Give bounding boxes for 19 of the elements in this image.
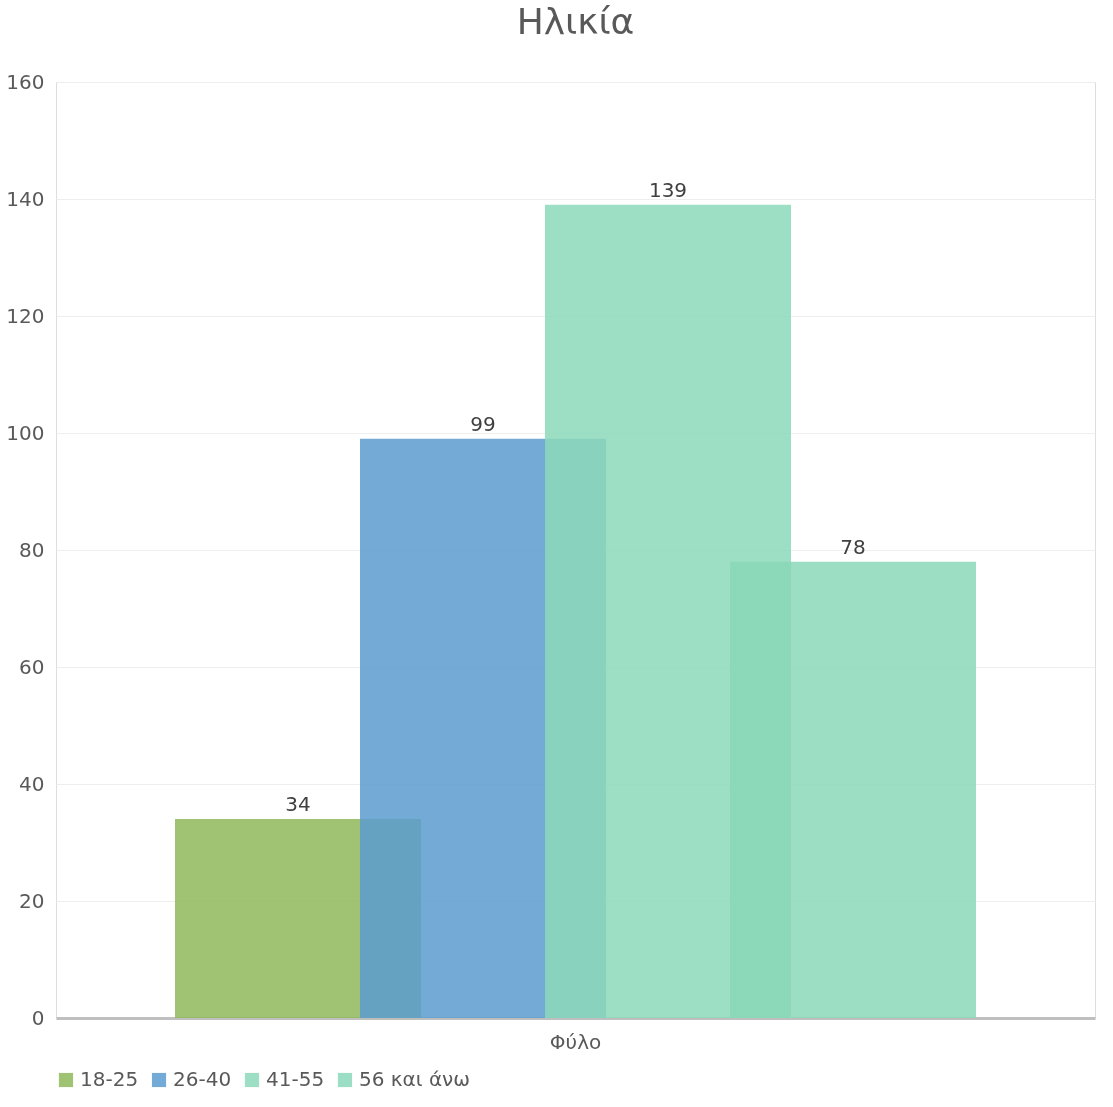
data-label: 99 — [470, 411, 496, 436]
data-label: 78 — [840, 534, 866, 559]
legend-label: 18-25 — [80, 1067, 139, 1091]
data-label: 139 — [648, 177, 688, 202]
y-tick-label: 120 — [6, 303, 45, 328]
y-tick-label: 40 — [19, 771, 45, 796]
chart-title: Ηλικία — [516, 1, 635, 42]
y-tick-label: 20 — [19, 888, 45, 913]
y-tick-label: 160 — [6, 69, 45, 94]
y-tick-label: 60 — [19, 654, 45, 679]
y-tick-label: 0 — [31, 1005, 45, 1030]
data-label: 34 — [285, 792, 311, 817]
legend-label: 41-55 — [266, 1067, 325, 1091]
y-tick-label: 80 — [19, 537, 45, 562]
y-tick-label: 100 — [6, 420, 45, 445]
legend-label: 26-40 — [173, 1067, 232, 1091]
legend-label: 56 και άνω — [359, 1067, 471, 1091]
x-tick-label: Φύλο — [549, 1029, 602, 1054]
y-tick-label: 140 — [6, 186, 45, 211]
